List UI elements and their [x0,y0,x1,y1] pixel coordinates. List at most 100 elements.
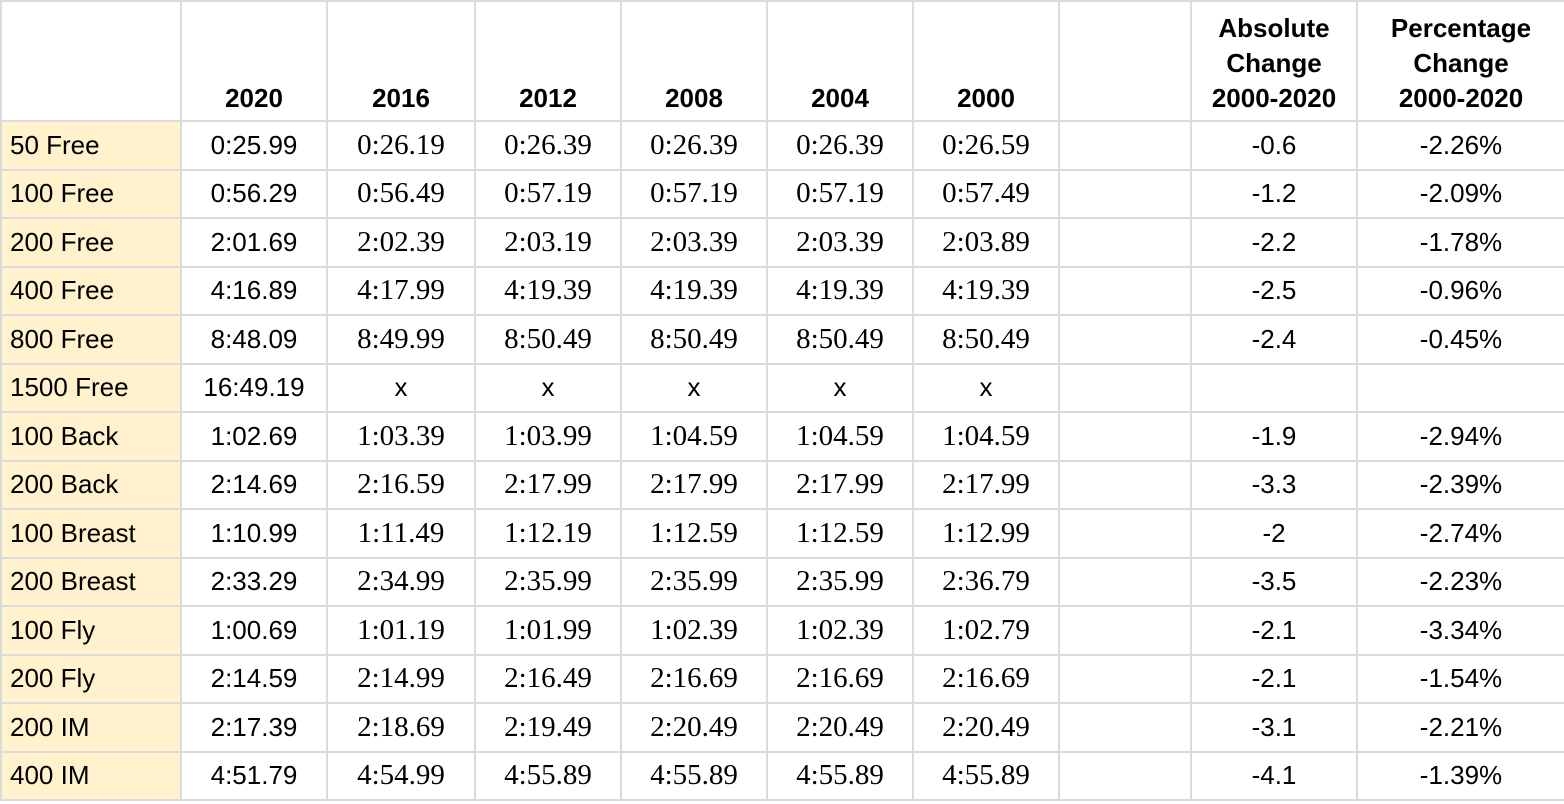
time-cell: 4:17.99 [326,265,476,316]
time-cell: 1:04.59 [620,411,768,462]
time-cell: 1:12.19 [474,508,622,559]
time-cell: 8:48.09 [180,314,328,365]
time-cell: 2:18.69 [326,702,476,753]
spacer-cell [1058,702,1192,753]
percentage-change: -0.45% [1356,314,1564,365]
table-head: 2020 2016 2012 2008 2004 2000 Absolute Change … [0,0,1564,122]
time-cell: 8:50.49 [912,314,1060,365]
spacer-cell [1058,168,1192,219]
time-cell: 0:57.19 [766,168,914,219]
time-cell: 0:57.19 [620,168,768,219]
time-cell: 2:16.59 [326,459,476,510]
time-cell: x [474,362,622,413]
year-header: 2004 [766,0,914,122]
time-cell: 4:19.39 [474,265,622,316]
time-cell: 1:02.39 [620,605,768,656]
time-cell: 8:50.49 [766,314,914,365]
spacer-cell [1058,508,1192,559]
absolute-change [1190,362,1358,413]
absolute-change: -2.4 [1190,314,1358,365]
time-cell: 2:03.89 [912,217,1060,268]
table-row: 100 Free 0:56.29 0:56.49 0:57.19 0:57.19 0:57… [0,168,1564,219]
spacer-cell [1058,556,1192,607]
time-cell: x [326,362,476,413]
time-cell: 0:26.39 [620,120,768,171]
event-label: 1500 Free [0,362,182,413]
time-cell: 0:26.19 [326,120,476,171]
year-header: 2016 [326,0,476,122]
time-cell: 2:16.69 [766,653,914,704]
time-cell: 2:35.99 [474,556,622,607]
year-header: 2000 [912,0,1060,122]
percentage-change: -1.39% [1356,750,1564,801]
time-cell: 2:17.39 [180,702,328,753]
time-cell: 2:14.99 [326,653,476,704]
time-cell: 2:20.49 [766,702,914,753]
time-cell: 2:16.49 [474,653,622,704]
year-header: 2008 [620,0,768,122]
event-label: 100 Free [0,168,182,219]
absolute-change: -3.1 [1190,702,1358,753]
time-cell: 4:55.89 [474,750,622,801]
percentage-change: -2.39% [1356,459,1564,510]
spacer-cell [1058,459,1192,510]
time-cell: 1:03.39 [326,411,476,462]
time-cell: 4:51.79 [180,750,328,801]
percentage-change [1356,362,1564,413]
event-label: 800 Free [0,314,182,365]
time-cell: 4:54.99 [326,750,476,801]
time-cell: 0:26.59 [912,120,1060,171]
spacer-cell [1058,362,1192,413]
spacer-cell [1058,217,1192,268]
time-cell: 8:50.49 [474,314,622,365]
event-label: 200 Fly [0,653,182,704]
change-header: Percentage Change 2000-2020 [1356,0,1564,122]
percentage-change: -2.09% [1356,168,1564,219]
absolute-change: -1.2 [1190,168,1358,219]
time-cell: 2:14.59 [180,653,328,704]
table-row: 400 IM 4:51.79 4:54.99 4:55.89 4:55.89 4:55.8… [0,750,1564,801]
event-label: 400 Free [0,265,182,316]
time-cell: 1:04.59 [912,411,1060,462]
time-cell: 2:17.99 [912,459,1060,510]
time-cell: 2:16.69 [912,653,1060,704]
spacer-cell [1058,605,1192,656]
time-cell: 1:02.69 [180,411,328,462]
time-cell: 1:00.69 [180,605,328,656]
time-cell: 16:49.19 [180,362,328,413]
time-cell: 4:55.89 [766,750,914,801]
corner-cell [0,0,182,122]
header-row: 2020 2016 2012 2008 2004 2000 Absolute Change … [0,0,1564,122]
time-cell: 4:19.39 [912,265,1060,316]
table-row: 1500 Free 16:49.19 x x x x x [0,362,1564,413]
absolute-change: -2.2 [1190,217,1358,268]
spacer-cell [1058,120,1192,171]
time-cell: 1:12.59 [766,508,914,559]
time-cell: 2:03.39 [620,217,768,268]
table-row: 100 Back 1:02.69 1:03.39 1:03.99 1:04.59 1:04… [0,411,1564,462]
time-cell: 0:25.99 [180,120,328,171]
event-label: 50 Free [0,120,182,171]
spacer-cell [1058,750,1192,801]
event-label: 100 Fly [0,605,182,656]
absolute-change: -3.5 [1190,556,1358,607]
percentage-change: -0.96% [1356,265,1564,316]
table-row: 100 Breast 1:10.99 1:11.49 1:12.19 1:12.59 1:… [0,508,1564,559]
event-label: 200 IM [0,702,182,753]
time-cell: 2:19.49 [474,702,622,753]
time-cell: 2:03.39 [766,217,914,268]
time-cell: 2:33.29 [180,556,328,607]
time-cell: 1:12.99 [912,508,1060,559]
spacer-cell [1058,411,1192,462]
table-row: 200 Free 2:01.69 2:02.39 2:03.19 2:03.39 2:03… [0,217,1564,268]
absolute-change: -0.6 [1190,120,1358,171]
percentage-change: -2.21% [1356,702,1564,753]
time-cell: 2:35.99 [766,556,914,607]
time-cell: x [912,362,1060,413]
spacer-cell [1058,265,1192,316]
time-cell: 0:57.49 [912,168,1060,219]
table-row: 400 Free 4:16.89 4:17.99 4:19.39 4:19.39 4:19… [0,265,1564,316]
time-cell: 2:20.49 [912,702,1060,753]
time-cell: 1:04.59 [766,411,914,462]
